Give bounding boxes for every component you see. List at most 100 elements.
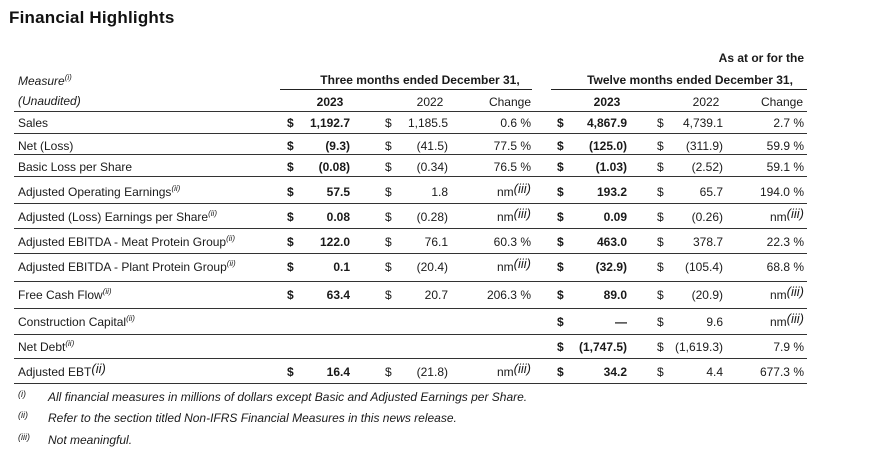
- q-2023-value: 16.4: [326, 365, 350, 379]
- footnote-text: Not meaningful.: [48, 433, 133, 447]
- q-2022-value: (20.4): [416, 260, 448, 274]
- currency-symbol: $: [557, 340, 564, 354]
- y-2022-value: (1,619.3): [674, 340, 723, 354]
- q-change-value: 0.6 %: [500, 116, 531, 130]
- currency-symbol: $: [287, 185, 294, 199]
- currency-symbol: $: [385, 116, 392, 130]
- q-change-header: Change: [488, 95, 531, 109]
- currency-symbol: $: [287, 365, 294, 379]
- currency-symbol: $: [657, 288, 664, 302]
- currency-symbol: $: [657, 116, 664, 130]
- row-divider: [14, 154, 807, 155]
- currency-symbol: $: [385, 139, 392, 153]
- y-change-value: 194.0 %: [759, 185, 804, 199]
- footnote-ref: (iii): [513, 361, 531, 376]
- footnote-ref: (iii): [513, 206, 531, 221]
- y-2023-value: 193.2: [596, 185, 627, 199]
- q-2022-value: (21.8): [416, 365, 448, 379]
- y-2022-value: (105.4): [684, 260, 723, 274]
- q-2022-value: 76.1: [424, 235, 448, 249]
- row-label: Adjusted Operating Earnings(ii): [18, 184, 181, 200]
- currency-symbol: $: [557, 288, 564, 302]
- y-2022-value: 65.7: [699, 185, 723, 199]
- y-2023-value: (1,747.5): [578, 340, 627, 354]
- footnote-ref: (iii): [786, 284, 804, 299]
- y-2023-value: 463.0: [596, 235, 627, 249]
- y-change-value: 2.7 %: [773, 116, 804, 130]
- y-change-value: 59.9 %: [766, 139, 804, 153]
- y-2023-value: —: [615, 315, 627, 329]
- currency-symbol: $: [657, 235, 664, 249]
- footnote-ref: (iii): [513, 256, 531, 271]
- currency-symbol: $: [657, 160, 664, 174]
- y-2023-value: 0.09: [603, 210, 627, 224]
- row-label: Adjusted EBITDA - Plant Protein Group(ii…: [18, 259, 236, 275]
- currency-symbol: $: [385, 210, 392, 224]
- footnote-text: All financial measures in millions of do…: [48, 390, 528, 404]
- row-divider: [14, 308, 807, 309]
- header-divider: [280, 89, 532, 90]
- currency-symbol: $: [287, 260, 294, 274]
- footnote-ref: (ii): [102, 287, 112, 296]
- three-months-header: Three months ended December 31,: [320, 73, 520, 87]
- q-2022-value: (0.34): [416, 160, 448, 174]
- currency-symbol: $: [287, 235, 294, 249]
- y-change-value: 677.3 %: [759, 365, 804, 379]
- y-2022-value: 378.7: [692, 235, 723, 249]
- row-label: Adjusted EBITDA - Meat Protein Group(ii): [18, 234, 235, 250]
- y-2022-value: (0.26): [691, 210, 723, 224]
- as-at-header: As at or for the: [718, 51, 804, 65]
- currency-symbol: $: [557, 139, 564, 153]
- y-2022-value: (20.9): [691, 288, 723, 302]
- currency-symbol: $: [287, 160, 294, 174]
- footnote-mark: (i): [18, 389, 26, 399]
- row-label: Net (Loss): [18, 139, 74, 153]
- y-change-value: nm(iii): [770, 206, 804, 224]
- y-change-value: nm(iii): [770, 284, 804, 302]
- row-divider: [14, 383, 807, 384]
- footnote-mark: (iii): [18, 432, 30, 442]
- y-2022-value: 4.4: [706, 365, 723, 379]
- y-change-value: nm(iii): [770, 311, 804, 329]
- y-change-value: 59.1 %: [766, 160, 804, 174]
- currency-symbol: $: [385, 365, 392, 379]
- q-2023-value: 0.08: [326, 210, 350, 224]
- footnote-ref: (ii): [65, 339, 75, 348]
- currency-symbol: $: [385, 235, 392, 249]
- currency-symbol: $: [385, 160, 392, 174]
- footnote-ref: (ii): [208, 209, 217, 218]
- y-2023-value: 89.0: [603, 288, 627, 302]
- header-divider: [551, 89, 807, 90]
- q-2023-value: (9.3): [325, 139, 350, 153]
- currency-symbol: $: [557, 260, 564, 274]
- y-2022-value: 4,739.1: [682, 116, 723, 130]
- y-2023-value: (125.0): [588, 139, 627, 153]
- q-2023-value: 0.1: [333, 260, 350, 274]
- q-2022-value: 20.7: [424, 288, 448, 302]
- q-change-value: nm(iii): [497, 206, 531, 224]
- row-label: Construction Capital(ii): [18, 314, 135, 330]
- currency-symbol: $: [657, 340, 664, 354]
- q-2022-value: (0.28): [416, 210, 448, 224]
- row-divider: [14, 203, 807, 204]
- footnote-ref: (ii): [226, 234, 235, 243]
- footnote-ref: (ii): [91, 361, 106, 376]
- row-divider: [14, 358, 807, 359]
- currency-symbol: $: [557, 235, 564, 249]
- row-divider: [14, 176, 807, 177]
- q-change-value: 60.3 %: [493, 235, 531, 249]
- row-label: Free Cash Flow(ii): [18, 287, 112, 303]
- measure-header: Measure(i): [18, 73, 72, 89]
- y-2023-value: 4,867.9: [586, 116, 627, 130]
- row-label: Adjusted EBT(ii): [18, 361, 106, 379]
- footnote-mark: (ii): [18, 410, 28, 420]
- y-change-value: 7.9 %: [773, 340, 804, 354]
- footnote-ref: (iii): [513, 181, 531, 196]
- footnote-ref: (iii): [786, 206, 804, 221]
- currency-symbol: $: [287, 116, 294, 130]
- currency-symbol: $: [657, 315, 664, 329]
- q-change-value: nm(iii): [497, 181, 531, 199]
- y-change-value: 22.3 %: [766, 235, 804, 249]
- q-2023-value: 1,192.7: [309, 116, 350, 130]
- q-2023-value: (0.08): [318, 160, 350, 174]
